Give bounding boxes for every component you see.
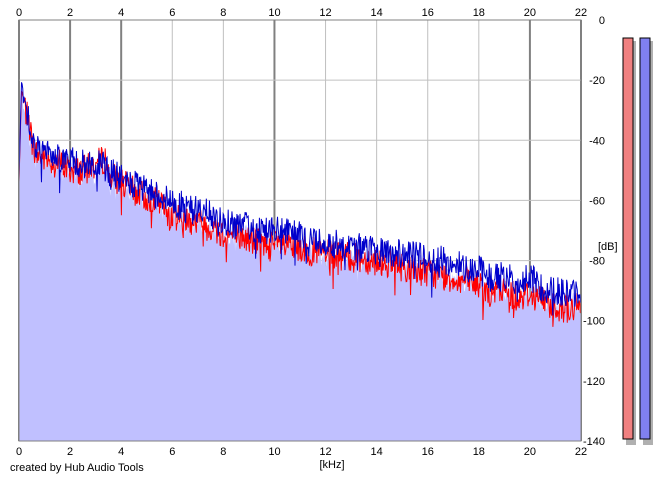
x-tick-top-2: 2 [67, 7, 73, 19]
x-tick-top-10: 10 [268, 7, 280, 19]
plot-frame [18, 19, 582, 442]
level-meters [622, 37, 653, 445]
x-tick-top-8: 8 [220, 7, 226, 19]
y-tick--120: -120 [583, 376, 605, 388]
tick-labels: 002244668810101212141416161818202022220-… [16, 7, 605, 458]
y-tick--140: -140 [583, 436, 605, 448]
x-axis-label: [kHz] [319, 459, 344, 471]
x-tick-bottom-16: 16 [422, 446, 434, 458]
x-tick-bottom-4: 4 [118, 446, 124, 458]
y-tick--40: -40 [589, 135, 605, 147]
y-tick-0: 0 [599, 15, 605, 27]
x-tick-top-18: 18 [473, 7, 485, 19]
x-tick-bottom-2: 2 [67, 446, 73, 458]
y-tick--100: -100 [583, 316, 605, 328]
x-tick-bottom-22: 22 [575, 446, 587, 458]
level-meter-2 [639, 37, 651, 440]
series-line-right [18, 82, 582, 316]
y-tick--20: -20 [589, 75, 605, 87]
credit-text: created by Hub Audio Tools [10, 462, 144, 474]
x-tick-bottom-6: 6 [169, 446, 175, 458]
x-tick-top-22: 22 [575, 7, 587, 19]
x-tick-top-12: 12 [319, 7, 331, 19]
x-tick-bottom-18: 18 [473, 446, 485, 458]
x-tick-bottom-14: 14 [371, 446, 383, 458]
x-tick-top-4: 4 [118, 7, 124, 19]
y-tick--60: -60 [589, 195, 605, 207]
spectrum-fill-area [19, 94, 581, 441]
x-tick-bottom-8: 8 [220, 446, 226, 458]
plot-border [18, 19, 582, 442]
x-tick-top-16: 16 [422, 7, 434, 19]
level-meter-1 [622, 37, 634, 440]
x-tick-bottom-10: 10 [268, 446, 280, 458]
spectrum-fill [19, 94, 581, 441]
x-tick-top-0: 0 [16, 7, 22, 19]
y-tick--80: -80 [589, 256, 605, 268]
y-axis-label: [dB] [598, 241, 618, 253]
x-tick-top-14: 14 [371, 7, 383, 19]
x-tick-top-20: 20 [524, 7, 536, 19]
x-tick-bottom-12: 12 [319, 446, 331, 458]
series-lines [18, 82, 582, 327]
x-tick-bottom-20: 20 [524, 446, 536, 458]
x-tick-top-6: 6 [169, 7, 175, 19]
x-tick-bottom-0: 0 [16, 446, 22, 458]
